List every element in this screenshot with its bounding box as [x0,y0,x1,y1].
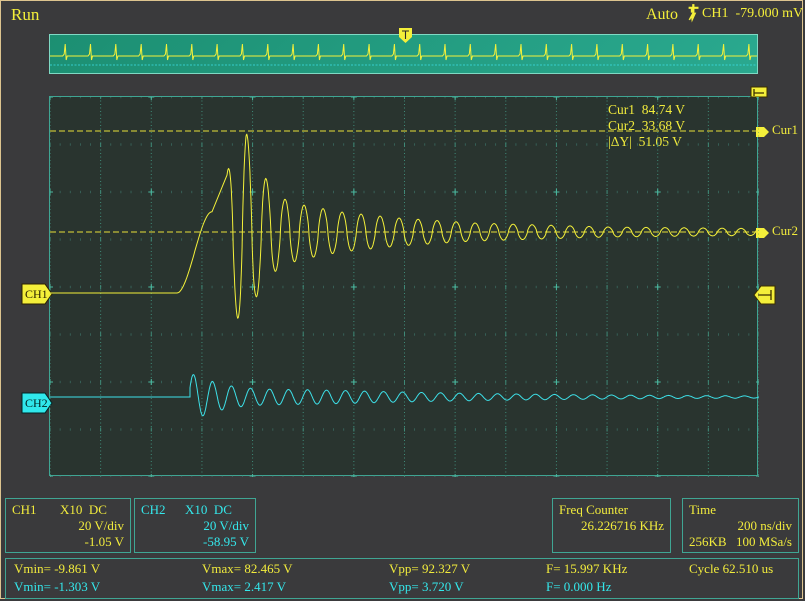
svg-text:CH1: CH1 [25,287,48,301]
svg-text:CH2: CH2 [25,396,48,410]
